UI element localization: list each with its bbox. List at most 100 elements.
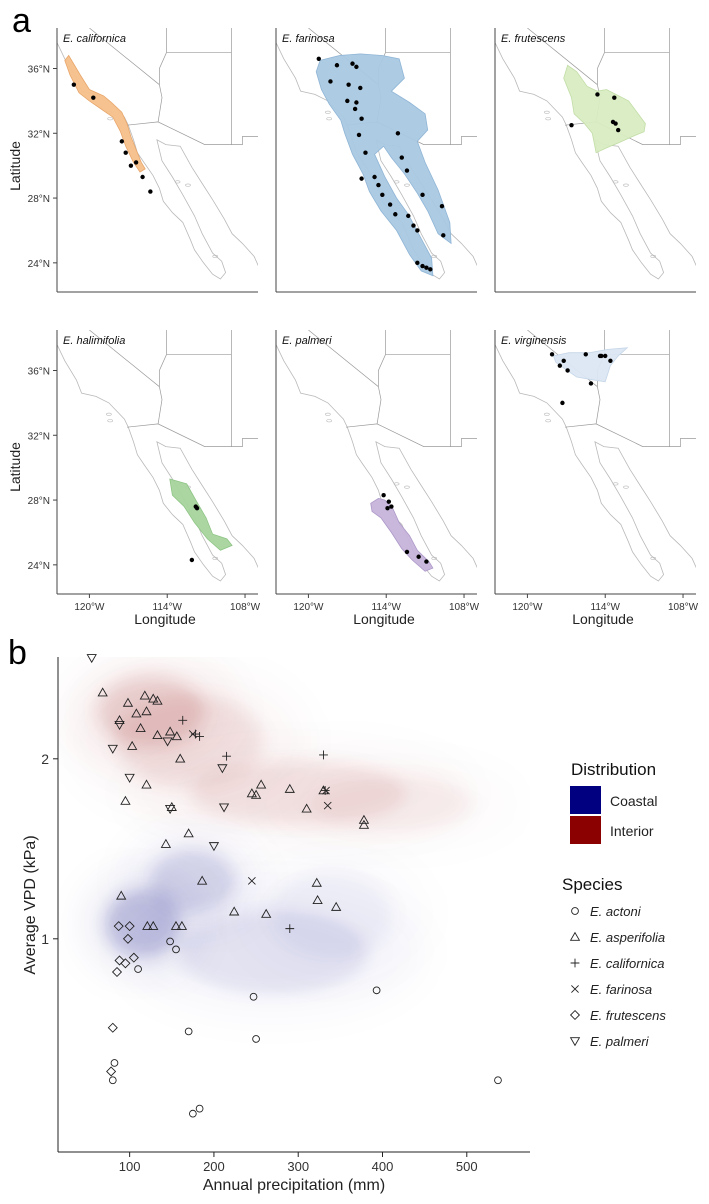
island [107,117,113,121]
point-e-asperifolia [301,803,312,813]
point-e-frutescens [106,1066,117,1077]
occurrence-point [359,116,364,121]
political-border [126,121,258,145]
point-e-asperifolia [142,920,153,930]
occurrence-point [386,499,392,504]
island [545,117,551,121]
scatter-ylabel: Average VPD (kPa) [22,835,39,974]
island [326,419,332,423]
occurrence-point [71,82,77,87]
occurrence-point [140,174,145,180]
point-e-actoni [108,1076,117,1085]
scatter-xlabel: Annual precipitation (mm) [203,1177,385,1194]
interior-density [310,775,472,833]
point-e-asperifolia [160,838,172,848]
political-border [159,28,167,85]
panel-a: a E. californica 36°N 32°N 28°N 24°N E. farin… [7,2,699,627]
occurrence-point [406,213,411,219]
legend-marker-e-palmeri [569,1037,581,1047]
point-e-asperifolia [250,789,262,799]
point-e-farinosa [322,786,330,795]
coastline [57,42,258,280]
point-e-californica [222,751,231,761]
point-e-palmeri [162,737,173,747]
legend-label-e-palmeri: E. palmeri [590,1034,650,1049]
occurrence-point [561,358,566,363]
occurrence-point [352,106,358,112]
occurrence-point [380,192,385,198]
legend-swatch-coastal [570,786,601,814]
occurrence-point [148,189,153,194]
point-e-frutescens [114,955,125,966]
legend-marker-e-frutescens [569,1009,581,1021]
point-e-asperifolia [311,877,322,887]
point-e-asperifolia [261,908,272,918]
legend-marker-e-farinosa [571,985,579,993]
point-e-palmeri [217,764,228,774]
point-e-californica [320,786,330,795]
point-e-palmeri [114,721,125,731]
island [431,556,438,560]
distribution-legend-title: Distribution [571,760,656,779]
occurrence-point [415,260,420,266]
point-e-asperifolia [139,690,150,700]
island [106,412,112,416]
occurrence-point [439,203,445,209]
point-e-asperifolia [246,788,258,798]
occurrence-point [372,174,377,180]
island [107,419,113,423]
panel-a-axis-labels: Longitude Longitude Longitude Latitude L… [7,141,634,627]
point-e-asperifolia [196,875,208,885]
occurrence-point [560,400,565,406]
map-y-tick-label: 28°N [28,496,50,507]
point-e-frutescens [122,933,133,944]
map-ylabel-bottom: Latitude [7,442,23,492]
occurrence-point [603,353,608,359]
point-e-actoni [372,986,381,995]
species-legend-items: E. actoni E. asperifolia E. californica E. … [569,904,666,1049]
point-e-frutescens [124,921,135,932]
island [650,556,657,560]
occurrence-point [381,493,386,498]
map-x-tick-label: 114°W [372,602,402,613]
island [404,183,410,187]
occurrence-point [395,131,401,136]
occurrence-point [354,100,359,105]
point-e-farinosa [188,730,197,738]
map-x-tick-label: 120°W [293,602,324,613]
point-e-asperifolia [126,740,138,750]
point-e-palmeri [218,803,230,813]
political-border [378,330,386,387]
political-border [527,28,598,85]
x-tick-label: 200 [203,1159,225,1174]
map-ylabel-top: Latitude [7,141,23,191]
map-xlabel-1: Longitude [134,611,196,627]
map-y-tick-label: 24°N [28,259,50,270]
point-e-frutescens [113,921,124,932]
occurrence-point [334,63,340,68]
occurrence-point [549,352,555,357]
x-tick-label: 300 [287,1159,309,1174]
occurrence-point [599,353,604,359]
map-e-farinosa: E. farinosa [275,28,477,293]
map-title: E. frutescens [501,33,566,45]
map-x-tick-label: 108°W [230,602,261,613]
occurrence-point [612,95,617,100]
political-border [89,330,160,387]
range-polygon [552,347,629,383]
map-title: E. virginensis [501,335,567,347]
legend-label-e-farinosa: E. farinosa [590,982,652,997]
interior-density [114,694,263,786]
political-border [376,386,382,424]
point-e-actoni [252,1035,260,1043]
island [326,117,332,121]
point-e-palmeri [107,744,118,754]
map-x-tick-label: 108°W [668,602,699,613]
point-e-palmeri [208,842,220,852]
occurrence-point [428,267,433,272]
occurrence-point [376,182,381,188]
map-grid: E. californica 36°N 32°N 28°N 24°N E. farinos… [28,28,699,613]
island [393,180,400,184]
point-e-asperifolia [135,722,146,732]
map-xlabel-3: Longitude [572,611,634,627]
